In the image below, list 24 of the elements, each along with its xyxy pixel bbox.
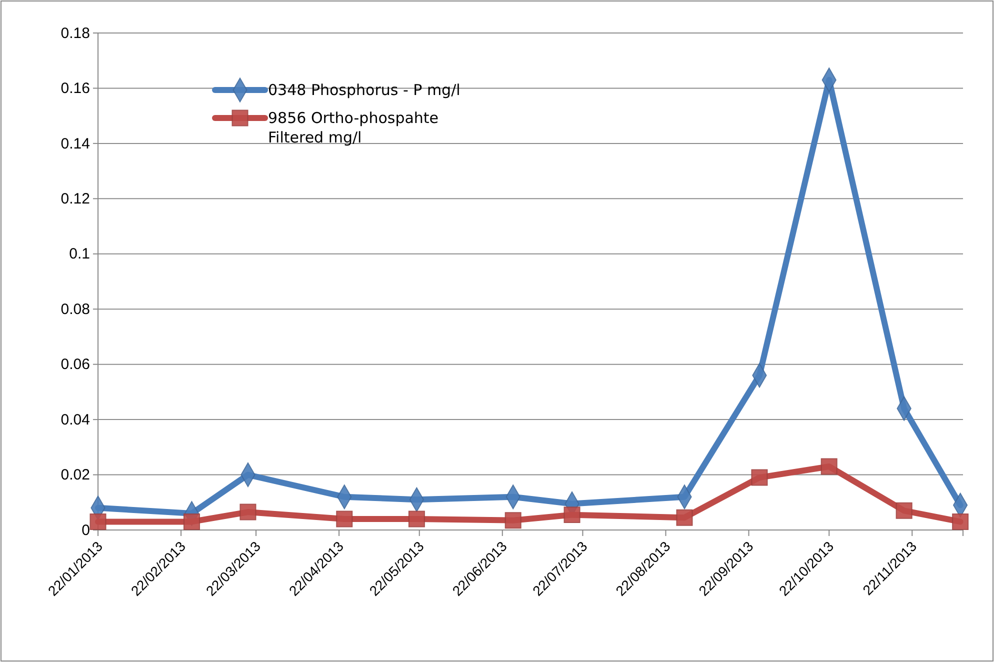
point — [240, 504, 256, 520]
y-tick-label: 0.16 — [60, 80, 90, 98]
point — [676, 509, 693, 526]
legend-label: 0348 Phosphorus - P mg/l — [268, 81, 460, 99]
y-tick-label: 0 — [82, 522, 90, 539]
y-tick-label: 0.06 — [60, 356, 90, 374]
point — [751, 469, 768, 486]
point — [504, 512, 522, 529]
point — [564, 506, 580, 524]
y-tick-label: 0.18 — [60, 24, 90, 42]
legend-label: 9856 Ortho-phospahte Filtered mg/l — [268, 109, 439, 146]
point — [90, 513, 106, 530]
point — [183, 513, 200, 530]
y-tick-label: 0.14 — [60, 135, 90, 152]
point — [896, 502, 912, 519]
y-tick-label: 0.1 — [69, 246, 90, 263]
point — [336, 510, 353, 528]
y-tick-label: 0.02 — [60, 466, 90, 484]
y-tick-label: 0.08 — [60, 300, 90, 318]
point — [820, 458, 838, 475]
point — [952, 513, 969, 530]
y-tick-label: 0.04 — [60, 411, 90, 428]
y-tick-label: 0.12 — [60, 190, 90, 208]
point — [408, 510, 425, 528]
